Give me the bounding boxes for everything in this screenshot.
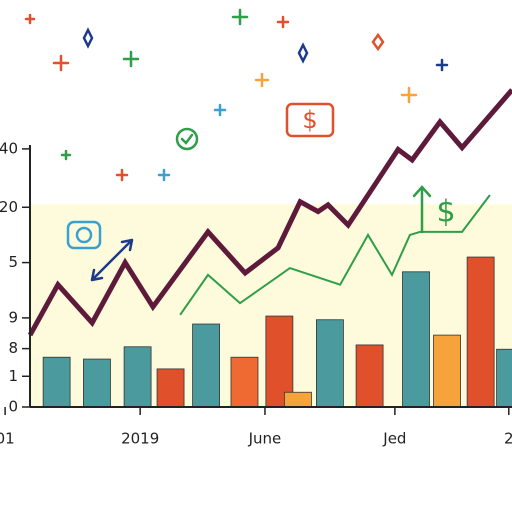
sparkle <box>254 72 270 88</box>
y-tick-label: 20 <box>0 198 18 216</box>
sparkle <box>82 27 94 49</box>
sparkle <box>157 168 171 182</box>
x-tick-label: 2 <box>504 430 512 448</box>
bar <box>192 323 220 408</box>
bar <box>466 256 495 408</box>
sparkle <box>276 15 290 29</box>
bar <box>496 348 512 408</box>
line <box>179 194 491 316</box>
bar <box>156 368 185 408</box>
bar <box>284 391 312 408</box>
x-tick-label: 01 <box>0 430 15 448</box>
camera-icon <box>75 226 93 244</box>
y-tick-label: 8 <box>8 339 18 357</box>
decorations <box>24 8 449 282</box>
sparkle <box>122 50 140 68</box>
bar <box>433 334 461 408</box>
y-tick-label: 40 <box>0 139 18 157</box>
x-tick-label: Jed <box>382 430 406 448</box>
bar <box>42 356 71 408</box>
annotation: $ <box>302 106 317 134</box>
y-tick-label: 1 <box>8 367 18 385</box>
bar <box>402 271 430 408</box>
bar <box>123 346 152 408</box>
check-icon <box>180 133 194 145</box>
sparkle <box>297 42 309 64</box>
bar <box>230 356 259 408</box>
y-tick-label: 0 <box>8 398 18 416</box>
x-tick-label: 2019 <box>121 430 159 448</box>
y-tick-label: 5 <box>8 253 18 271</box>
sparkle <box>371 32 385 52</box>
sparkle <box>400 86 418 104</box>
bar <box>355 344 384 408</box>
sparkle <box>24 13 36 25</box>
bar <box>83 358 111 408</box>
check-icon <box>175 127 199 151</box>
sparkle <box>52 54 70 72</box>
arrow-icon <box>90 238 134 282</box>
sparkle <box>60 149 72 161</box>
sparkle <box>231 8 249 26</box>
arrow-up-icon <box>412 185 432 234</box>
annotation: $ <box>436 195 455 230</box>
x-tick-label: June <box>248 430 282 448</box>
sparkle <box>115 168 129 182</box>
money-box <box>285 102 335 138</box>
line <box>27 88 512 337</box>
camera-icon <box>66 220 102 250</box>
y-tick-label: 9 <box>8 308 18 326</box>
bar <box>316 319 344 408</box>
sparkle <box>213 103 227 117</box>
sparkle <box>435 58 449 72</box>
